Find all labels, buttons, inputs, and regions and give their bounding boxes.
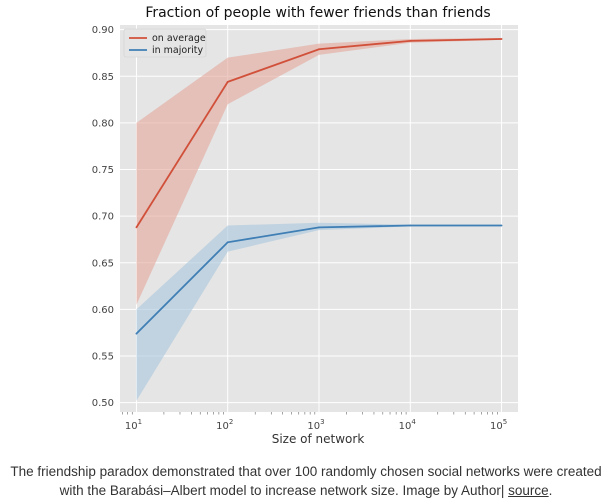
x-axis-label: Size of network <box>272 432 365 446</box>
x-tick-base: 10 <box>216 421 229 432</box>
x-tick-exponent: 1 <box>138 418 142 426</box>
x-tick-exponent: 4 <box>411 418 416 426</box>
data-point <box>318 48 320 51</box>
data-point <box>135 332 138 335</box>
data-point <box>500 38 503 40</box>
x-tick-label: 102 <box>216 418 233 432</box>
y-tick-label: 0.85 <box>92 72 114 83</box>
data-point <box>226 241 229 244</box>
y-tick-label: 0.60 <box>92 305 114 316</box>
x-tick-base: 10 <box>399 421 412 432</box>
y-tick-label: 0.80 <box>92 118 114 129</box>
y-tick-label: 0.65 <box>92 258 114 269</box>
y-tick-label: 0.50 <box>92 398 114 409</box>
x-tick-base: 10 <box>125 421 138 432</box>
legend-label: on average <box>152 33 206 44</box>
chart-title: Fraction of people with fewer friends th… <box>145 5 490 21</box>
x-tick-base: 10 <box>490 421 503 432</box>
y-tick-label: 0.55 <box>92 352 114 363</box>
data-point <box>409 224 412 227</box>
data-point <box>226 80 229 83</box>
y-tick-label: 0.90 <box>92 25 114 36</box>
x-tick-exponent: 5 <box>503 418 507 426</box>
legend-label: in majority <box>152 45 203 56</box>
y-tick-label: 0.70 <box>92 212 114 223</box>
caption-end: . <box>548 483 553 498</box>
x-tick-exponent: 3 <box>320 418 324 426</box>
x-tick-label: 101 <box>125 418 142 432</box>
data-point <box>135 226 138 229</box>
source-link[interactable]: source <box>508 483 549 498</box>
chart: Fraction of people with fewer friends th… <box>92 5 518 446</box>
x-tick-exponent: 2 <box>229 418 233 426</box>
caption-text: The friendship paradox demonstrated that… <box>10 464 602 498</box>
data-point <box>318 226 320 229</box>
x-tick-base: 10 <box>307 421 320 432</box>
x-tick-label: 105 <box>490 418 507 432</box>
data-point <box>500 224 503 227</box>
y-tick-label: 0.75 <box>92 165 114 176</box>
x-tick-label: 104 <box>399 418 417 432</box>
x-tick-label: 103 <box>307 418 324 432</box>
data-point <box>409 39 412 42</box>
figure-caption: The friendship paradox demonstrated that… <box>0 462 612 500</box>
